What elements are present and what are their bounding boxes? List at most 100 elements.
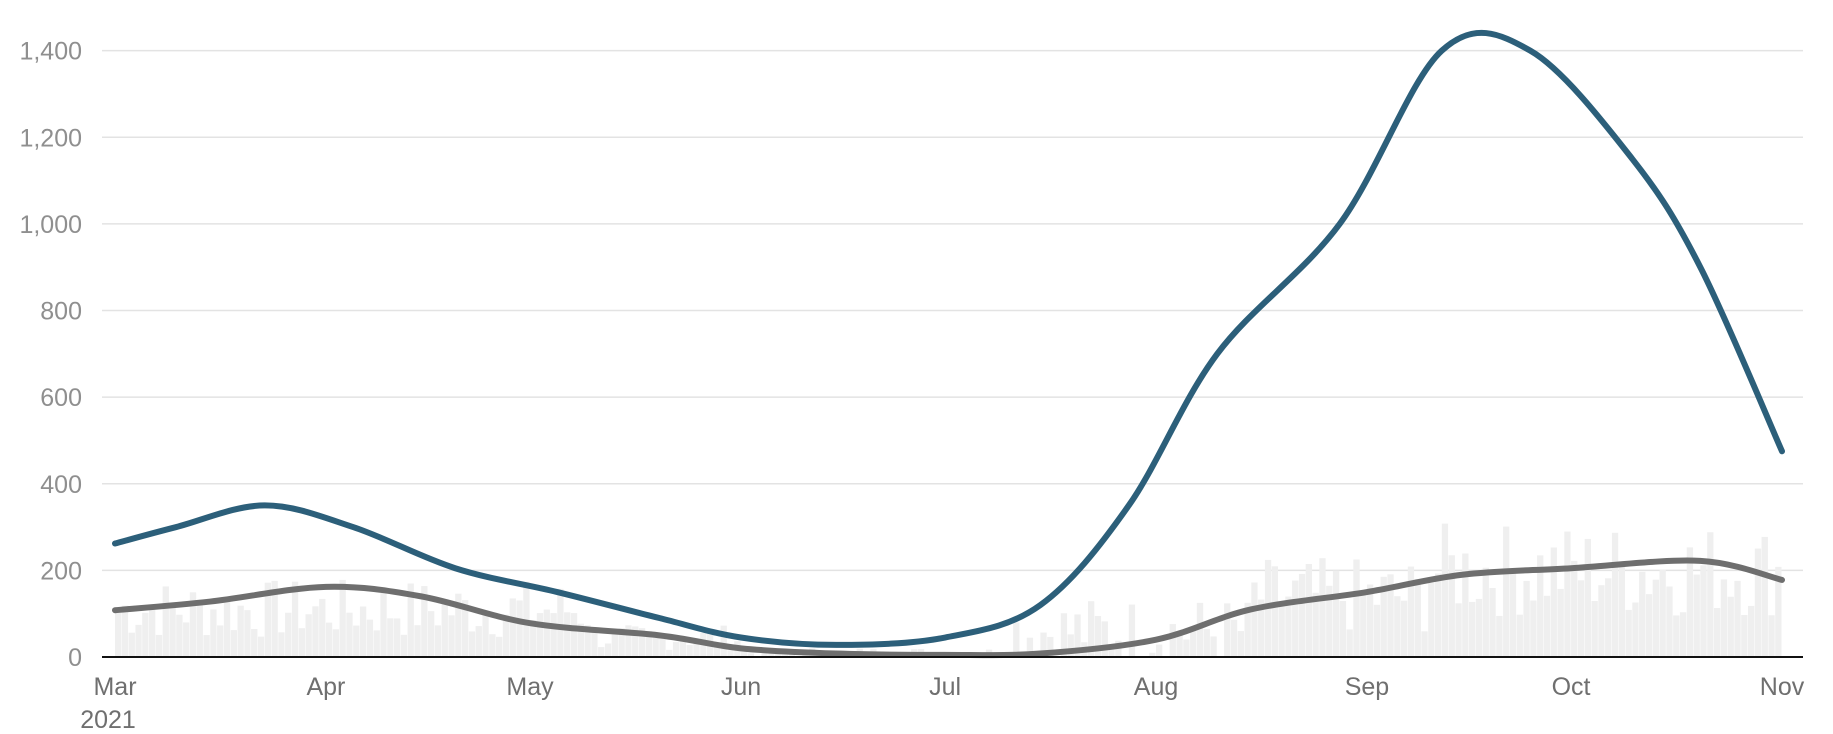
x-tick-label: Jun <box>721 673 761 701</box>
daily-bar <box>1469 601 1476 657</box>
series-line <box>112 29 1785 648</box>
daily-bar <box>183 622 190 657</box>
daily-bar <box>516 600 523 657</box>
daily-bar <box>462 600 469 657</box>
daily-bar <box>1475 598 1483 657</box>
daily-bar <box>1394 596 1401 657</box>
daily-bar <box>217 625 224 657</box>
daily-bar <box>1550 547 1557 657</box>
daily-bar <box>482 612 489 657</box>
daily-bar <box>1768 615 1775 657</box>
x-tick-label: Nov <box>1760 673 1805 701</box>
x-tick-label: Sep <box>1345 673 1389 701</box>
daily-bar <box>1108 647 1115 657</box>
daily-bar <box>115 609 122 657</box>
daily-bar <box>1026 637 1034 657</box>
x-axis-ticks: 2021 Mar Apr May Jun Jul Aug Sep Oct Nov <box>80 673 1805 734</box>
daily-bar <box>1618 563 1626 657</box>
daily-bar <box>230 630 237 657</box>
daily-bar <box>1407 566 1415 657</box>
daily-bar <box>1169 624 1176 657</box>
daily-bar <box>604 643 612 657</box>
daily-bar <box>1659 569 1666 657</box>
daily-bar <box>298 628 306 657</box>
daily-bar <box>1013 622 1020 657</box>
daily-bar <box>1720 579 1728 657</box>
daily-bar <box>543 609 550 657</box>
daily-bar <box>135 624 142 657</box>
daily-bar <box>502 614 510 657</box>
y-tick-label: 800 <box>40 298 82 326</box>
x-tick-label: Oct <box>1552 673 1591 701</box>
daily-bar <box>570 613 578 657</box>
daily-bar <box>768 653 775 657</box>
daily-bar <box>1462 553 1469 657</box>
y-tick-label: 1,400 <box>19 38 82 66</box>
daily-bar <box>312 606 319 657</box>
daily-bar <box>1448 555 1455 657</box>
x-tick-label: Mar <box>93 673 136 701</box>
daily-bar <box>740 651 748 657</box>
daily-bar <box>393 618 401 657</box>
daily-bar <box>244 610 251 657</box>
daily-bar <box>632 626 639 657</box>
daily-bar <box>1707 532 1714 657</box>
daily-bar <box>1693 574 1700 657</box>
daily-bar <box>1339 601 1347 657</box>
daily-bar <box>1428 582 1435 657</box>
daily-bar <box>339 579 346 657</box>
daily-bar <box>1605 578 1612 657</box>
daily-bar <box>1414 579 1421 657</box>
daily-bar <box>1516 614 1523 657</box>
daily-bar <box>291 581 299 657</box>
daily-bar <box>1421 631 1428 657</box>
daily-bar <box>251 628 258 657</box>
daily-bar <box>1224 603 1231 657</box>
daily-bar <box>271 580 278 657</box>
daily-bar <box>1503 526 1510 657</box>
series-lines <box>112 29 1785 659</box>
daily-bar <box>1156 644 1163 657</box>
daily-bar <box>1196 602 1204 657</box>
y-tick-label: 600 <box>40 384 82 412</box>
daily-bar <box>1366 584 1374 657</box>
daily-bar <box>1666 586 1673 657</box>
daily-bar <box>1441 523 1449 657</box>
x-tick-label: Jul <box>929 673 961 701</box>
daily-bar <box>455 593 462 657</box>
daily-bar <box>1625 609 1632 657</box>
daily-bar <box>1571 560 1578 657</box>
daily-bar <box>1496 615 1503 657</box>
daily-bar <box>121 605 129 657</box>
daily-bar <box>720 625 727 657</box>
daily-bar <box>1319 558 1326 657</box>
daily-bar <box>672 642 680 657</box>
daily-bar <box>421 586 428 657</box>
daily-bar <box>325 622 333 657</box>
x-tick-label: Aug <box>1134 673 1178 701</box>
daily-bar <box>448 615 455 657</box>
daily-bar <box>1679 612 1687 657</box>
daily-bar <box>1047 636 1054 657</box>
daily-bar <box>434 625 442 657</box>
daily-bar <box>1591 601 1598 657</box>
daily-bar <box>598 647 605 657</box>
daily-bar <box>1530 600 1537 657</box>
daily-bar <box>128 632 135 657</box>
daily-bar <box>679 641 687 657</box>
daily-bar <box>1251 582 1258 657</box>
daily-bar <box>1128 604 1136 657</box>
daily-bar <box>346 612 353 657</box>
daily-bar <box>1203 629 1210 657</box>
daily-bar <box>1652 579 1660 657</box>
daily-bar <box>1244 602 1251 657</box>
daily-bar <box>1237 631 1244 657</box>
daily-bar <box>1176 635 1183 657</box>
daily-bar <box>359 606 367 657</box>
daily-bar <box>1278 602 1285 657</box>
daily-bar <box>618 628 625 657</box>
daily-bar <box>1577 580 1585 657</box>
daily-bar <box>713 643 721 657</box>
daily-bar <box>142 612 149 657</box>
